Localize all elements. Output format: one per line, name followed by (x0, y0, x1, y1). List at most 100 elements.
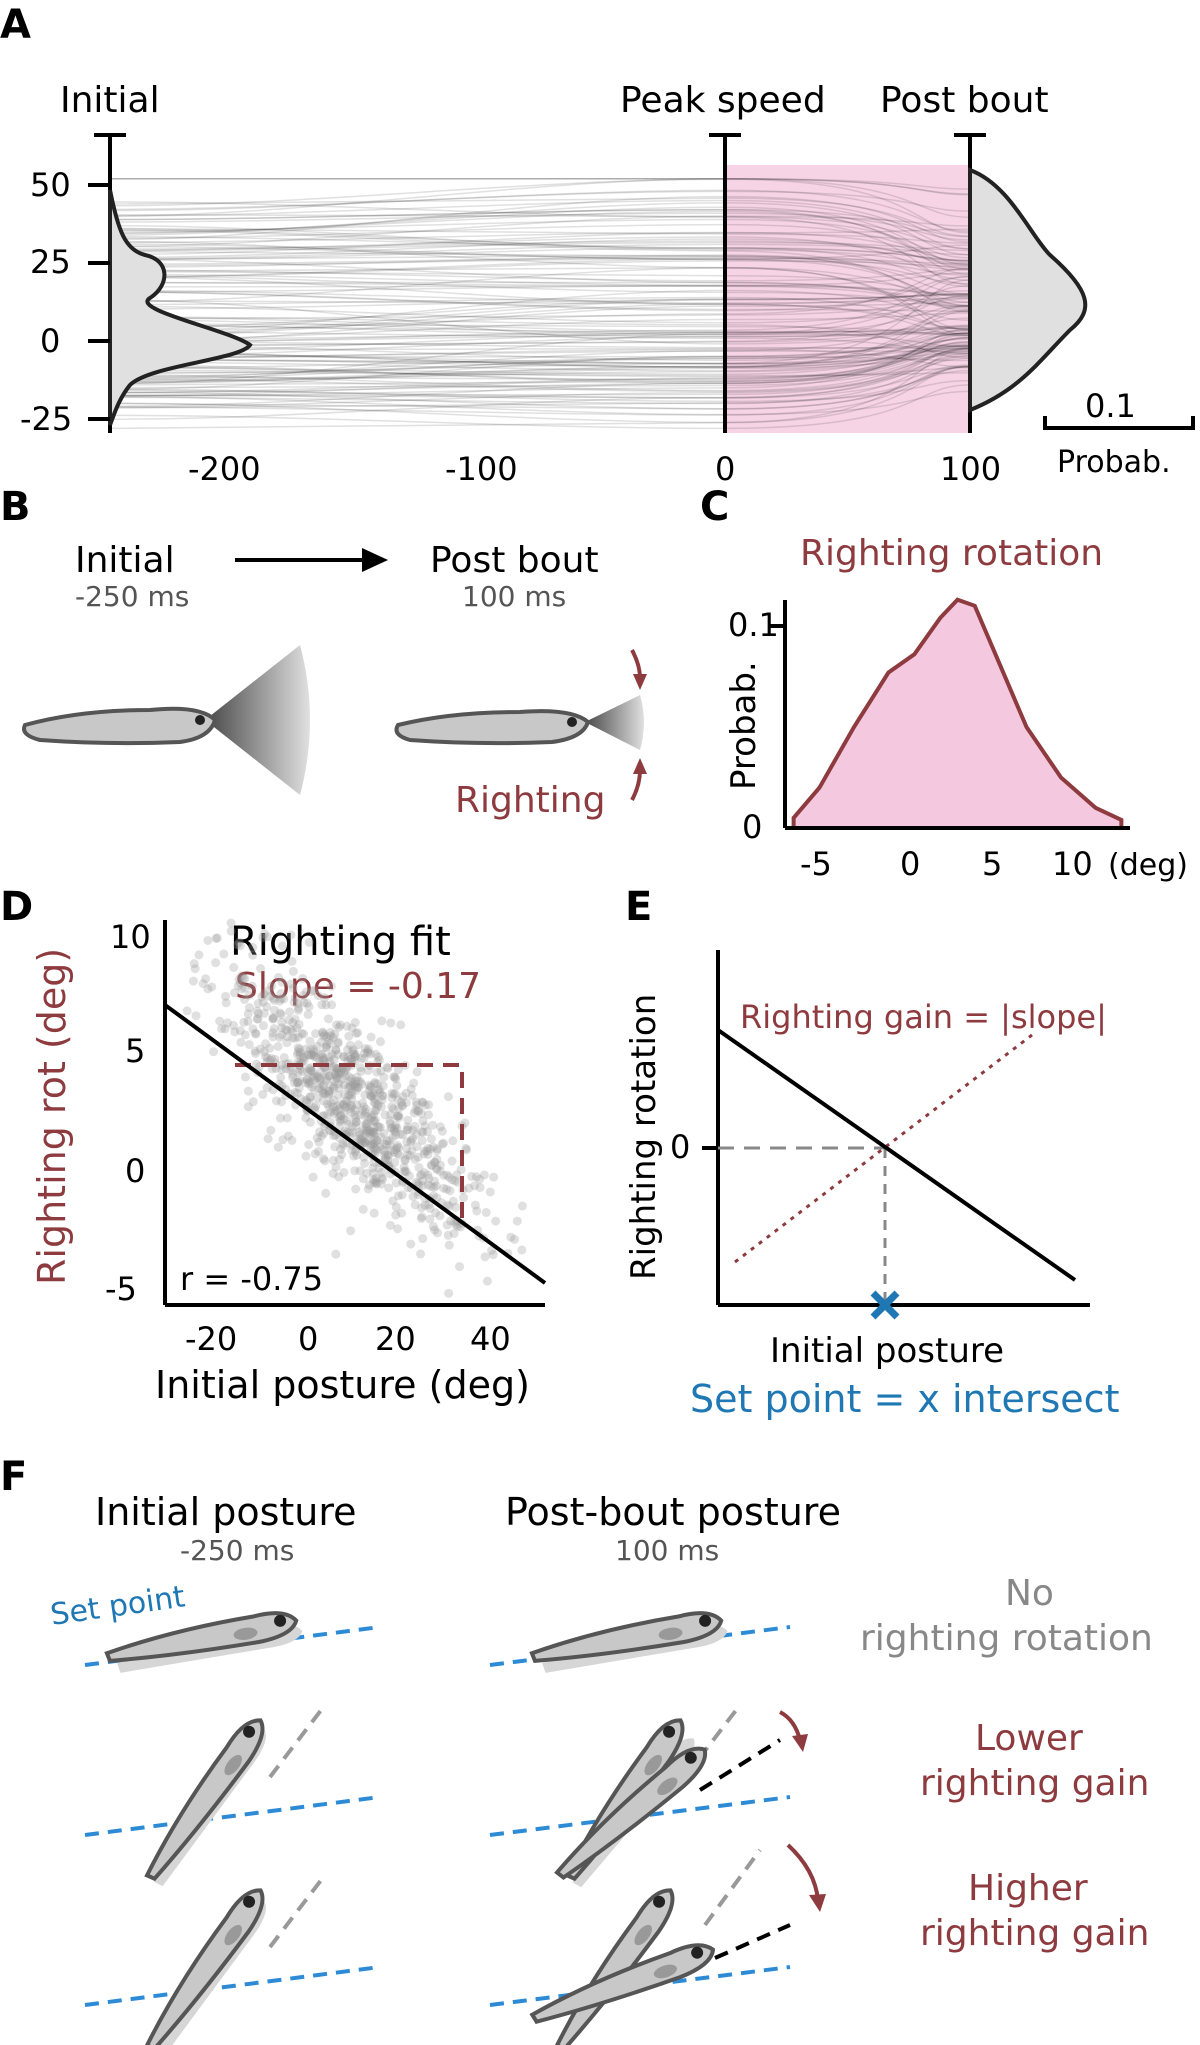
panel-letter-b: B (0, 484, 31, 530)
scatter-point (488, 1250, 498, 1260)
scatter-point (317, 1086, 327, 1096)
scatter-point (412, 1100, 422, 1110)
c-xtick-5: 5 (982, 845, 1002, 883)
scatter-point (385, 1119, 395, 1129)
scatter-point (253, 1014, 263, 1024)
scatter-point (369, 1110, 379, 1120)
scatter-point (364, 1080, 374, 1090)
scatter-point (418, 1181, 428, 1191)
scatter-point (420, 1200, 430, 1210)
scatter-point (359, 1102, 369, 1112)
scatter-point (360, 1119, 370, 1129)
trajectory-line (109, 285, 971, 385)
scatter-point (344, 1031, 354, 1041)
panel-d: D Righting fit Slope = -0.17 Righting ro… (0, 884, 547, 1407)
trajectory-line (109, 208, 971, 238)
scatter-point (309, 1050, 319, 1060)
c-xtick-neg5: -5 (800, 845, 832, 883)
scatter-point (351, 1079, 361, 1089)
scatter-point (320, 993, 330, 1003)
scatter-point (366, 1129, 376, 1139)
scatter-point (221, 998, 231, 1008)
fish (144, 1888, 265, 2045)
trajectory-line (109, 228, 971, 256)
scatter-point (305, 1117, 315, 1127)
label-post-bout: Post bout (880, 80, 1049, 121)
trajectory-line (109, 357, 971, 408)
scatter-point (423, 1180, 433, 1190)
scatter-point (232, 940, 242, 950)
b-fish-initial (22, 706, 218, 746)
scatter-point (256, 964, 266, 974)
scatter-point (226, 926, 236, 936)
scatter-point (426, 1181, 436, 1191)
scatter-point (293, 998, 303, 1008)
scatter-point (305, 1092, 315, 1102)
scatter-point (321, 1042, 331, 1052)
scatter-point (277, 1060, 287, 1070)
scatter-point (485, 1187, 495, 1197)
scatter-point (452, 1170, 462, 1180)
scatter-point (235, 1026, 245, 1036)
trajectory-line (109, 328, 971, 397)
panel-a: A Initial Peak speed Post bout 50 25 0 -… (0, 2, 1195, 488)
scatter-point (371, 1106, 381, 1116)
scatter-point (262, 1002, 272, 1012)
trajectory-line (109, 309, 971, 380)
scatter-point (248, 1024, 258, 1034)
scatter-point (349, 1049, 359, 1059)
scatter-point (286, 930, 296, 940)
trajectory-line (109, 390, 971, 416)
scatter-point (368, 1163, 378, 1173)
scatter-point (408, 1192, 418, 1202)
trajectory-line (109, 344, 971, 368)
trajectory-line (109, 304, 971, 336)
scatter-point (328, 1169, 338, 1179)
scatter-point (411, 1097, 421, 1107)
scatter-point (344, 1119, 354, 1129)
scatter-point (364, 1180, 374, 1190)
trajectory-line (109, 365, 971, 430)
scatter-point (290, 993, 300, 1003)
trajectory-line (109, 258, 971, 308)
scatter-point (427, 1161, 437, 1171)
scatter-point (390, 1123, 400, 1133)
scatter-point (435, 1160, 445, 1170)
trajectory-line (109, 238, 971, 267)
scatter-point (354, 1127, 364, 1137)
scatter-point (324, 1086, 334, 1096)
panel-letter-a: A (0, 2, 31, 48)
scatter-point (348, 1079, 358, 1089)
scatter-point (314, 1137, 324, 1147)
f-post: Post-bout posture (505, 1490, 841, 1534)
f-initial: Initial posture (95, 1490, 357, 1534)
scatter-point (350, 1049, 360, 1059)
c-density-area (791, 597, 1124, 830)
scatter-point (298, 1052, 308, 1062)
scatter-point (340, 1103, 350, 1113)
scatter-point (324, 1035, 334, 1045)
scatter-point (346, 1107, 356, 1117)
scatter-point (380, 1110, 390, 1120)
trajectory-line (109, 356, 971, 381)
trajectory-line (109, 299, 971, 337)
scatter-point (247, 981, 257, 991)
scatter-point (370, 1105, 380, 1115)
fish (554, 1746, 708, 1881)
scatter-point (288, 1069, 298, 1079)
scatter-point (344, 1090, 354, 1100)
scatter-point (315, 1079, 325, 1089)
scatter-point (316, 1037, 326, 1047)
scatter-point (319, 1129, 329, 1139)
scatter-point (345, 1090, 355, 1100)
scatter-point (326, 1107, 336, 1117)
scatter-point (391, 1145, 401, 1155)
scatter-point (470, 1200, 480, 1210)
scatter-point (487, 1245, 497, 1255)
scatter-point (331, 1045, 341, 1055)
scatter-point (369, 1178, 379, 1188)
scatter-point (258, 1090, 268, 1100)
scatter-point (417, 1176, 427, 1186)
scatter-point (299, 1029, 309, 1039)
trajectory-line (109, 348, 971, 424)
